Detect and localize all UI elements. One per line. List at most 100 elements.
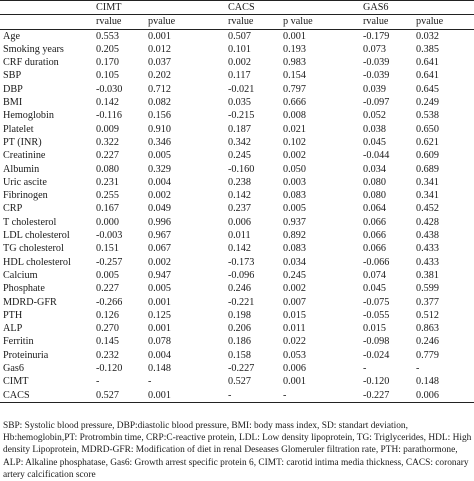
cell-cimt-rvalue: 0.270 bbox=[96, 323, 119, 335]
header-group-gas6: GAS6 bbox=[360, 0, 474, 15]
cell-cacs-pvalue: 0.245 bbox=[283, 269, 306, 281]
cell-cacs-pvalue: 0.797 bbox=[283, 83, 306, 95]
cell-gas6-rvalue: -0.024 bbox=[363, 349, 390, 361]
row-label: Smoking years bbox=[3, 43, 64, 55]
cell-cacs-rvalue: 0.035 bbox=[228, 97, 251, 109]
header-cacs-rvalue: rvalue bbox=[225, 14, 280, 30]
cell-cimt-pvalue: 0.049 bbox=[148, 203, 171, 215]
row-label: Hemoglobin bbox=[3, 110, 54, 122]
table-row: Creatinine 0.227 0.005 0.245 0.002 -0.044 0.60… bbox=[0, 149, 474, 162]
cell-gas6-rvalue: 0.045 bbox=[363, 283, 386, 295]
row-label: Gas6 bbox=[3, 363, 24, 375]
row-label: Albumin bbox=[3, 163, 40, 175]
cell-cacs-pvalue: 0.892 bbox=[283, 230, 306, 242]
cell-cimt-pvalue: 0.078 bbox=[148, 336, 171, 348]
cell-gas6-rvalue: -0.066 bbox=[363, 256, 390, 268]
table-row: TG cholesterol 0.151 0.067 0.142 0.083 0.066 0… bbox=[0, 242, 474, 255]
cell-cacs-pvalue: 0.154 bbox=[283, 70, 306, 82]
cell-gas6-pvalue: 0.006 bbox=[413, 388, 474, 403]
table-row: PT (INR) 0.322 0.346 0.342 0.102 0.045 0.621 bbox=[0, 136, 474, 149]
cell-cacs-pvalue: 0.083 bbox=[283, 190, 306, 202]
cell-cacs-rvalue: 0.527 bbox=[228, 376, 251, 388]
cell-cimt-rvalue: 0.126 bbox=[96, 309, 119, 321]
cell-cacs-rvalue: 0.011 bbox=[228, 230, 251, 242]
cell-cimt-rvalue: 0.553 bbox=[96, 30, 119, 42]
cell-gas6-pvalue: 0.641 bbox=[416, 57, 439, 69]
cell-gas6-pvalue: 0.148 bbox=[416, 376, 439, 388]
cell-gas6-pvalue: 0.863 bbox=[416, 323, 439, 335]
table-row: SBP 0.105 0.202 0.117 0.154 -0.039 0.641 bbox=[0, 69, 474, 82]
cell-cimt-rvalue: 0.009 bbox=[96, 123, 119, 135]
cell-cacs-pvalue: 0.983 bbox=[283, 57, 306, 69]
cell-cimt-rvalue: 0.080 bbox=[96, 163, 119, 175]
header-cacs-pvalue: p value bbox=[280, 14, 360, 30]
table-row: CACS 0.527 0.001- - -0.227 0.006 bbox=[0, 388, 474, 403]
cell-cimt-pvalue: 0.001 bbox=[148, 30, 171, 42]
cell-cacs-rvalue: - bbox=[225, 388, 280, 403]
cell-cimt-rvalue: -0.266 bbox=[96, 296, 123, 308]
cell-gas6-rvalue: -0.039 bbox=[363, 70, 390, 82]
cell-cimt-pvalue: 0.910 bbox=[148, 123, 171, 135]
cell-gas6-rvalue: 0.045 bbox=[363, 136, 386, 148]
cell-cacs-rvalue: -0.215 bbox=[228, 110, 255, 122]
cell-cimt-pvalue: 0.996 bbox=[148, 216, 171, 228]
cell-cimt-pvalue: 0.001 bbox=[148, 323, 171, 335]
cell-cacs-pvalue: 0.015 bbox=[283, 309, 306, 321]
header-group-cacs: CACS bbox=[225, 0, 360, 15]
row-label: BMI bbox=[3, 97, 23, 109]
cell-cimt-rvalue: 0.205 bbox=[96, 43, 119, 55]
row-label: Platelet bbox=[3, 123, 34, 135]
cell-cimt-pvalue: 0.002 bbox=[148, 190, 171, 202]
cell-cacs-rvalue: 0.198 bbox=[228, 309, 251, 321]
cell-gas6-rvalue: 0.066 bbox=[363, 230, 386, 242]
table-footnote: SBP: Systolic blood pressure, DBP:diasto… bbox=[3, 421, 472, 480]
cell-cimt-rvalue: 0.231 bbox=[96, 176, 119, 188]
cell-cimt-pvalue: 0.202 bbox=[148, 70, 171, 82]
cell-gas6-pvalue: 0.433 bbox=[416, 256, 439, 268]
row-label: HDL cholesterol bbox=[3, 256, 71, 268]
row-label: CRP bbox=[3, 203, 23, 215]
table-row: CRF duration 0.170 0.037 0.002 0.983 -0.039 0.… bbox=[0, 56, 474, 69]
cell-cacs-pvalue: 0.006 bbox=[283, 363, 306, 375]
cell-gas6-pvalue: 0.377 bbox=[416, 296, 439, 308]
cell-cimt-rvalue: 0.105 bbox=[96, 70, 119, 82]
row-label: Proteinuria bbox=[3, 349, 49, 361]
cell-cacs-rvalue: 0.342 bbox=[228, 136, 251, 148]
header-group-cimt: CIMT bbox=[93, 0, 225, 15]
cell-gas6-rvalue: -0.097 bbox=[363, 97, 390, 109]
cell-cacs-rvalue: 0.187 bbox=[228, 123, 251, 135]
row-label: CRF duration bbox=[3, 57, 59, 69]
cell-cacs-pvalue: 0.102 bbox=[283, 136, 306, 148]
cell-cacs-pvalue: - bbox=[280, 388, 360, 403]
cell-cimt-pvalue: 0.156 bbox=[148, 110, 171, 122]
cell-gas6-pvalue: 0.438 bbox=[416, 230, 439, 242]
table-row: MDRD-GFR -0.266 0.001 -0.221 0.007 -0.075 0.37… bbox=[0, 296, 474, 309]
cell-gas6-pvalue: 0.641 bbox=[416, 70, 439, 82]
header-blank bbox=[0, 14, 93, 30]
cell-gas6-rvalue: 0.074 bbox=[363, 269, 386, 281]
cell-cacs-pvalue: 0.011 bbox=[283, 323, 306, 335]
row-label: TG cholesterol bbox=[3, 243, 64, 255]
cell-gas6-pvalue: 0.512 bbox=[416, 309, 439, 321]
header-group-row: CIMT CACS GAS6 bbox=[0, 0, 474, 15]
row-label: LDL cholesterol bbox=[3, 230, 70, 242]
row-label: MDRD-GFR bbox=[3, 296, 57, 308]
table-row: BMI 0.142 0.082 0.035 0.666 -0.097 0.249 bbox=[0, 96, 474, 109]
table-row: Hemoglobin -0.116 0.156 -0.215 0.008 0.052 0.5… bbox=[0, 109, 474, 122]
row-label: PT (INR) bbox=[3, 136, 42, 148]
cell-gas6-pvalue: 0.609 bbox=[416, 150, 439, 162]
cell-gas6-rvalue: 0.080 bbox=[363, 176, 386, 188]
cell-cacs-rvalue: 0.246 bbox=[228, 283, 251, 295]
cell-cacs-pvalue: 0.021 bbox=[283, 123, 306, 135]
header-cimt-pvalue: pvalue bbox=[145, 14, 225, 30]
cell-gas6-rvalue: 0.066 bbox=[363, 243, 386, 255]
cell-gas6-rvalue: 0.052 bbox=[363, 110, 386, 122]
cell-cacs-pvalue: 0.008 bbox=[283, 110, 306, 122]
cell-cacs-pvalue: 0.001 bbox=[283, 30, 306, 42]
cell-cacs-pvalue: 0.053 bbox=[283, 349, 306, 361]
cell-cimt-rvalue: 0.005 bbox=[96, 269, 119, 281]
cell-cacs-pvalue: 0.050 bbox=[283, 163, 306, 175]
cell-gas6-pvalue: - bbox=[416, 363, 420, 375]
cell-cacs-rvalue: -0.021 bbox=[228, 83, 255, 95]
cell-cacs-rvalue: 0.117 bbox=[228, 70, 251, 82]
